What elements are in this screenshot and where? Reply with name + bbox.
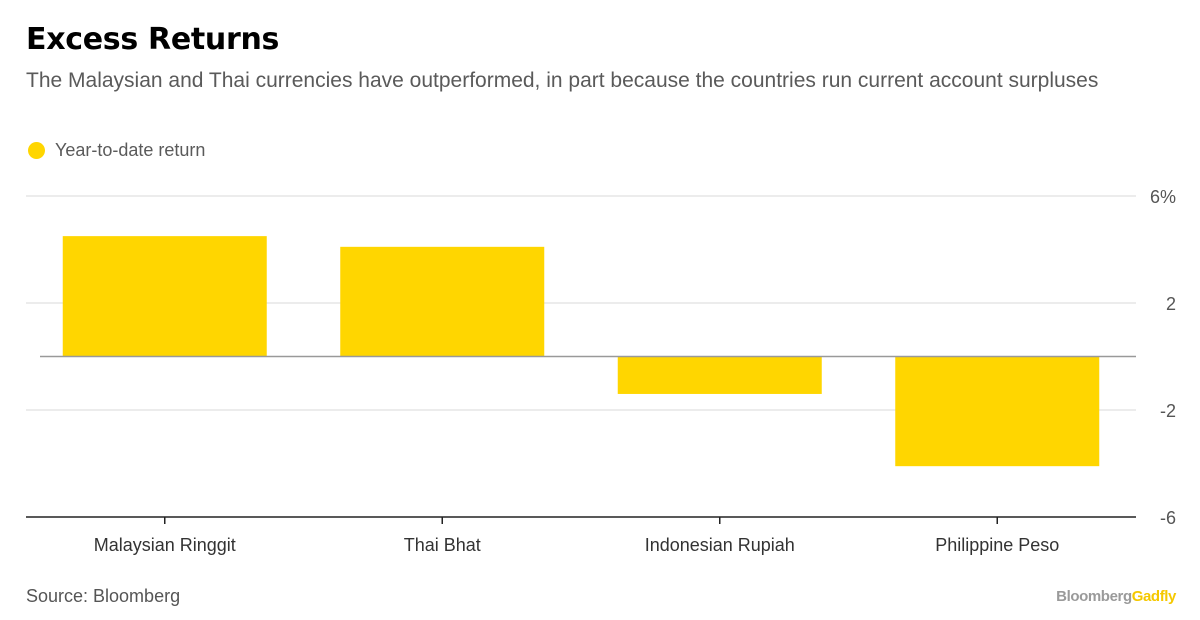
legend-swatch xyxy=(28,142,45,159)
chart-subtitle: The Malaysian and Thai currencies have o… xyxy=(26,69,1099,92)
x-tick-label: Malaysian Ringgit xyxy=(94,535,236,555)
x-tick-label: Philippine Peso xyxy=(935,535,1059,555)
bar xyxy=(617,356,822,394)
bar xyxy=(340,246,545,357)
bar xyxy=(895,356,1100,467)
y-tick-label: 6% xyxy=(1150,187,1176,207)
y-tick-label: -6 xyxy=(1160,508,1176,528)
legend: Year-to-date return xyxy=(28,140,205,161)
legend-label: Year-to-date return xyxy=(55,140,206,160)
x-tick-label: Indonesian Rupiah xyxy=(645,535,795,555)
chart-title: Excess Returns xyxy=(26,22,280,57)
source-note: Source: Bloomberg xyxy=(26,586,181,606)
x-tick-label: Thai Bhat xyxy=(404,535,481,555)
y-tick-label: -2 xyxy=(1160,401,1176,421)
brand-part-1: Bloomberg xyxy=(1056,588,1132,605)
y-tick-label: 2 xyxy=(1166,294,1176,314)
brand-part-2: Gadfly xyxy=(1131,588,1177,605)
brand-logo: BloombergGadfly xyxy=(1056,588,1176,605)
bar xyxy=(62,236,267,357)
